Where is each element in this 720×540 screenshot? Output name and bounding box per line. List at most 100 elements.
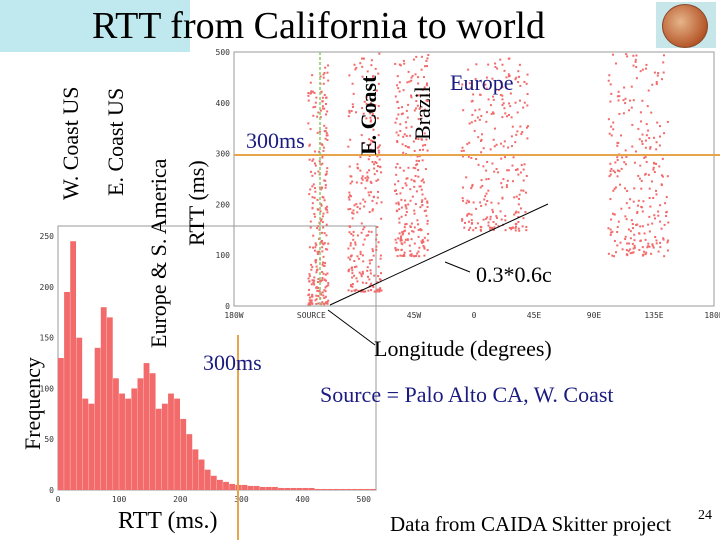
scatter-point [516,130,519,133]
scatter-point [362,243,365,246]
scatter-point [369,120,372,123]
scatter-point [495,88,498,91]
scatter-point [325,96,328,99]
scatter-point [635,224,638,227]
scatter-point [505,184,508,187]
scatter-point [422,148,425,151]
scatter-point [410,79,413,82]
scatter-point [520,164,523,167]
scatter-point [426,200,429,203]
scatter-point [314,190,317,193]
scatter-point [349,242,352,245]
scatter-point [309,170,312,173]
scatter-point [349,138,352,141]
scatter-point [370,282,373,285]
scatter-point [371,248,374,251]
scatter-point [637,199,640,202]
scatter-point [610,231,613,234]
scatter-point [421,241,424,244]
scatter-point [641,142,644,145]
scatter-point [323,179,326,182]
scatter-point [480,138,483,141]
scatter-point [620,207,623,210]
scatter-point [649,146,652,149]
scatter-point [500,157,503,160]
scatter-point [323,107,326,110]
speed-line [329,203,549,306]
scatter-point [622,112,625,115]
scatter-point [425,59,428,62]
scatter-point [325,132,328,135]
scatter-point [317,225,320,228]
scatter-point [501,197,504,200]
scatter-point [514,141,517,144]
scatter-points [307,52,670,306]
scatter-point [609,170,612,173]
scatter-point [658,144,661,147]
scatter-point [320,163,323,166]
scatter-point [310,268,313,271]
scatter-point [398,217,401,220]
scatter-point [403,241,406,244]
scatter-point [378,144,381,147]
scatter-point [639,225,642,228]
scatter-point [354,241,357,244]
scatter-point [662,71,665,74]
scatter-point [316,250,319,253]
scatter-point [412,166,415,169]
page-number: 24 [698,508,712,523]
scatter-point [426,65,429,68]
scatter-point [666,241,669,244]
scatter-point [310,90,313,93]
scatter-point [359,202,362,205]
scatter-point [410,222,413,225]
scatter-point [629,99,632,102]
scatter-point [368,259,371,262]
scatter-point [356,206,359,209]
scatter-point [347,196,350,199]
scatter-point [371,113,374,116]
scatter-point [311,266,314,269]
scatter-point [406,238,409,241]
scatter-point [663,255,666,258]
scatter-point [514,225,517,228]
scatter-point [361,57,364,60]
scatter-point [308,301,311,304]
scatter-point [420,68,423,71]
scatter-point [400,206,403,209]
scatter-point [398,63,401,66]
scatter-point [467,220,470,223]
scatter-point [614,62,617,65]
scatter-point [351,211,354,214]
scatter-point [352,230,355,233]
scatter-point [321,162,324,165]
scatter-y-tick: 0 [225,302,230,311]
scatter-point [357,289,360,292]
scatter-point [355,288,358,291]
scatter-point [352,234,355,237]
scatter-point [369,284,372,287]
scatter-point [629,198,632,201]
scatter-point [657,72,660,75]
scatter-point [525,126,528,129]
scatter-point [322,76,325,79]
scatter-point [371,208,374,211]
scatter-point [370,289,373,292]
scatter-point [489,104,492,107]
scatter-point [319,210,322,213]
scatter-point [314,105,317,108]
scatter-point [418,255,421,258]
scatter-point [627,250,630,253]
scatter-point [402,151,405,154]
histogram-bar [106,317,113,490]
scatter-point [421,204,424,207]
scatter-point [396,255,399,258]
scatter-point [307,92,310,95]
scatter-point [308,144,311,147]
scatter-point [400,239,403,242]
scatter-point [403,133,406,136]
scatter-point [611,230,614,233]
scatter-point [609,228,612,231]
scatter-point [315,294,318,297]
scatter-point [633,161,636,164]
